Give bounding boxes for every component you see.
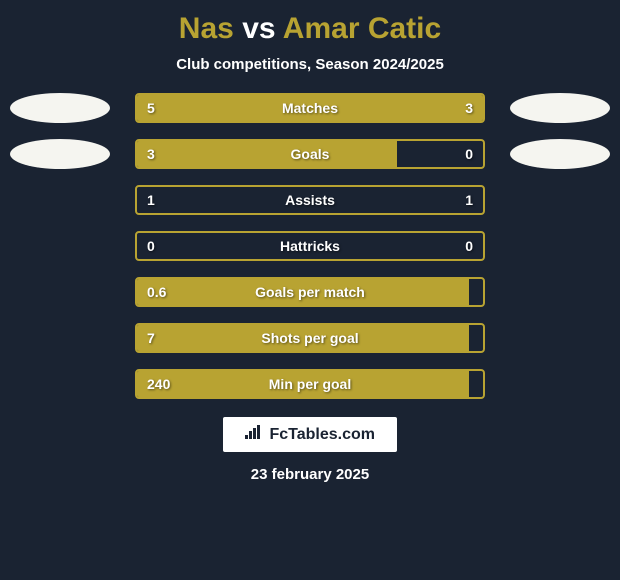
stat-row: 5 Matches 3 (135, 93, 485, 123)
stat-label: Shots per goal (261, 330, 358, 346)
stat-label: Hattricks (280, 238, 340, 254)
stat-row: 1 Assists 1 (135, 185, 485, 215)
stat-label: Matches (282, 100, 338, 116)
stat-value-right: 0 (465, 238, 473, 254)
stat-value-left: 240 (147, 376, 170, 392)
stat-label: Assists (285, 192, 335, 208)
header: Nas vs Amar Catic Club competitions, Sea… (0, 0, 620, 73)
player2-name: Amar Catic (283, 12, 441, 45)
content-area: 5 Matches 3 3 Goals 0 1 Assists 1 0 Hattricks 0 0.6 G… (0, 93, 620, 399)
stat-value-right: 1 (465, 192, 473, 208)
stat-value-right: 0 (465, 146, 473, 162)
page-title: Nas vs Amar Catic (0, 12, 620, 46)
stat-value-left: 3 (147, 146, 155, 162)
stat-value-left: 7 (147, 330, 155, 346)
stat-bar-left (137, 141, 397, 167)
stat-row: 3 Goals 0 (135, 139, 485, 169)
chart-icon (245, 425, 261, 442)
stat-value-left: 5 (147, 100, 155, 116)
stat-row: 0 Hattricks 0 (135, 231, 485, 261)
logo-text: FcTables.com (269, 426, 375, 443)
stat-value-left: 0 (147, 238, 155, 254)
stat-row: 0.6 Goals per match (135, 277, 485, 307)
stat-value-left: 0.6 (147, 284, 166, 300)
stat-label: Goals per match (255, 284, 365, 300)
stat-row: 7 Shots per goal (135, 323, 485, 353)
player1-name: Nas (179, 12, 234, 45)
team-badge-left-1 (10, 93, 110, 123)
team-badge-right-2 (510, 139, 610, 169)
team-badge-right-1 (510, 93, 610, 123)
stat-label: Goals (291, 146, 330, 162)
stat-label: Min per goal (269, 376, 351, 392)
stat-bar-right (352, 95, 483, 121)
stat-value-right: 3 (465, 100, 473, 116)
vs-text: vs (242, 12, 275, 45)
footer: FcTables.com 23 february 2025 (0, 417, 620, 483)
logo-box[interactable]: FcTables.com (223, 417, 397, 452)
stat-row: 240 Min per goal (135, 369, 485, 399)
subtitle: Club competitions, Season 2024/2025 (0, 56, 620, 73)
date-text: 23 february 2025 (0, 466, 620, 483)
stat-value-left: 1 (147, 192, 155, 208)
stats-container: 5 Matches 3 3 Goals 0 1 Assists 1 0 Hattricks 0 0.6 G… (135, 93, 485, 399)
team-badge-left-2 (10, 139, 110, 169)
